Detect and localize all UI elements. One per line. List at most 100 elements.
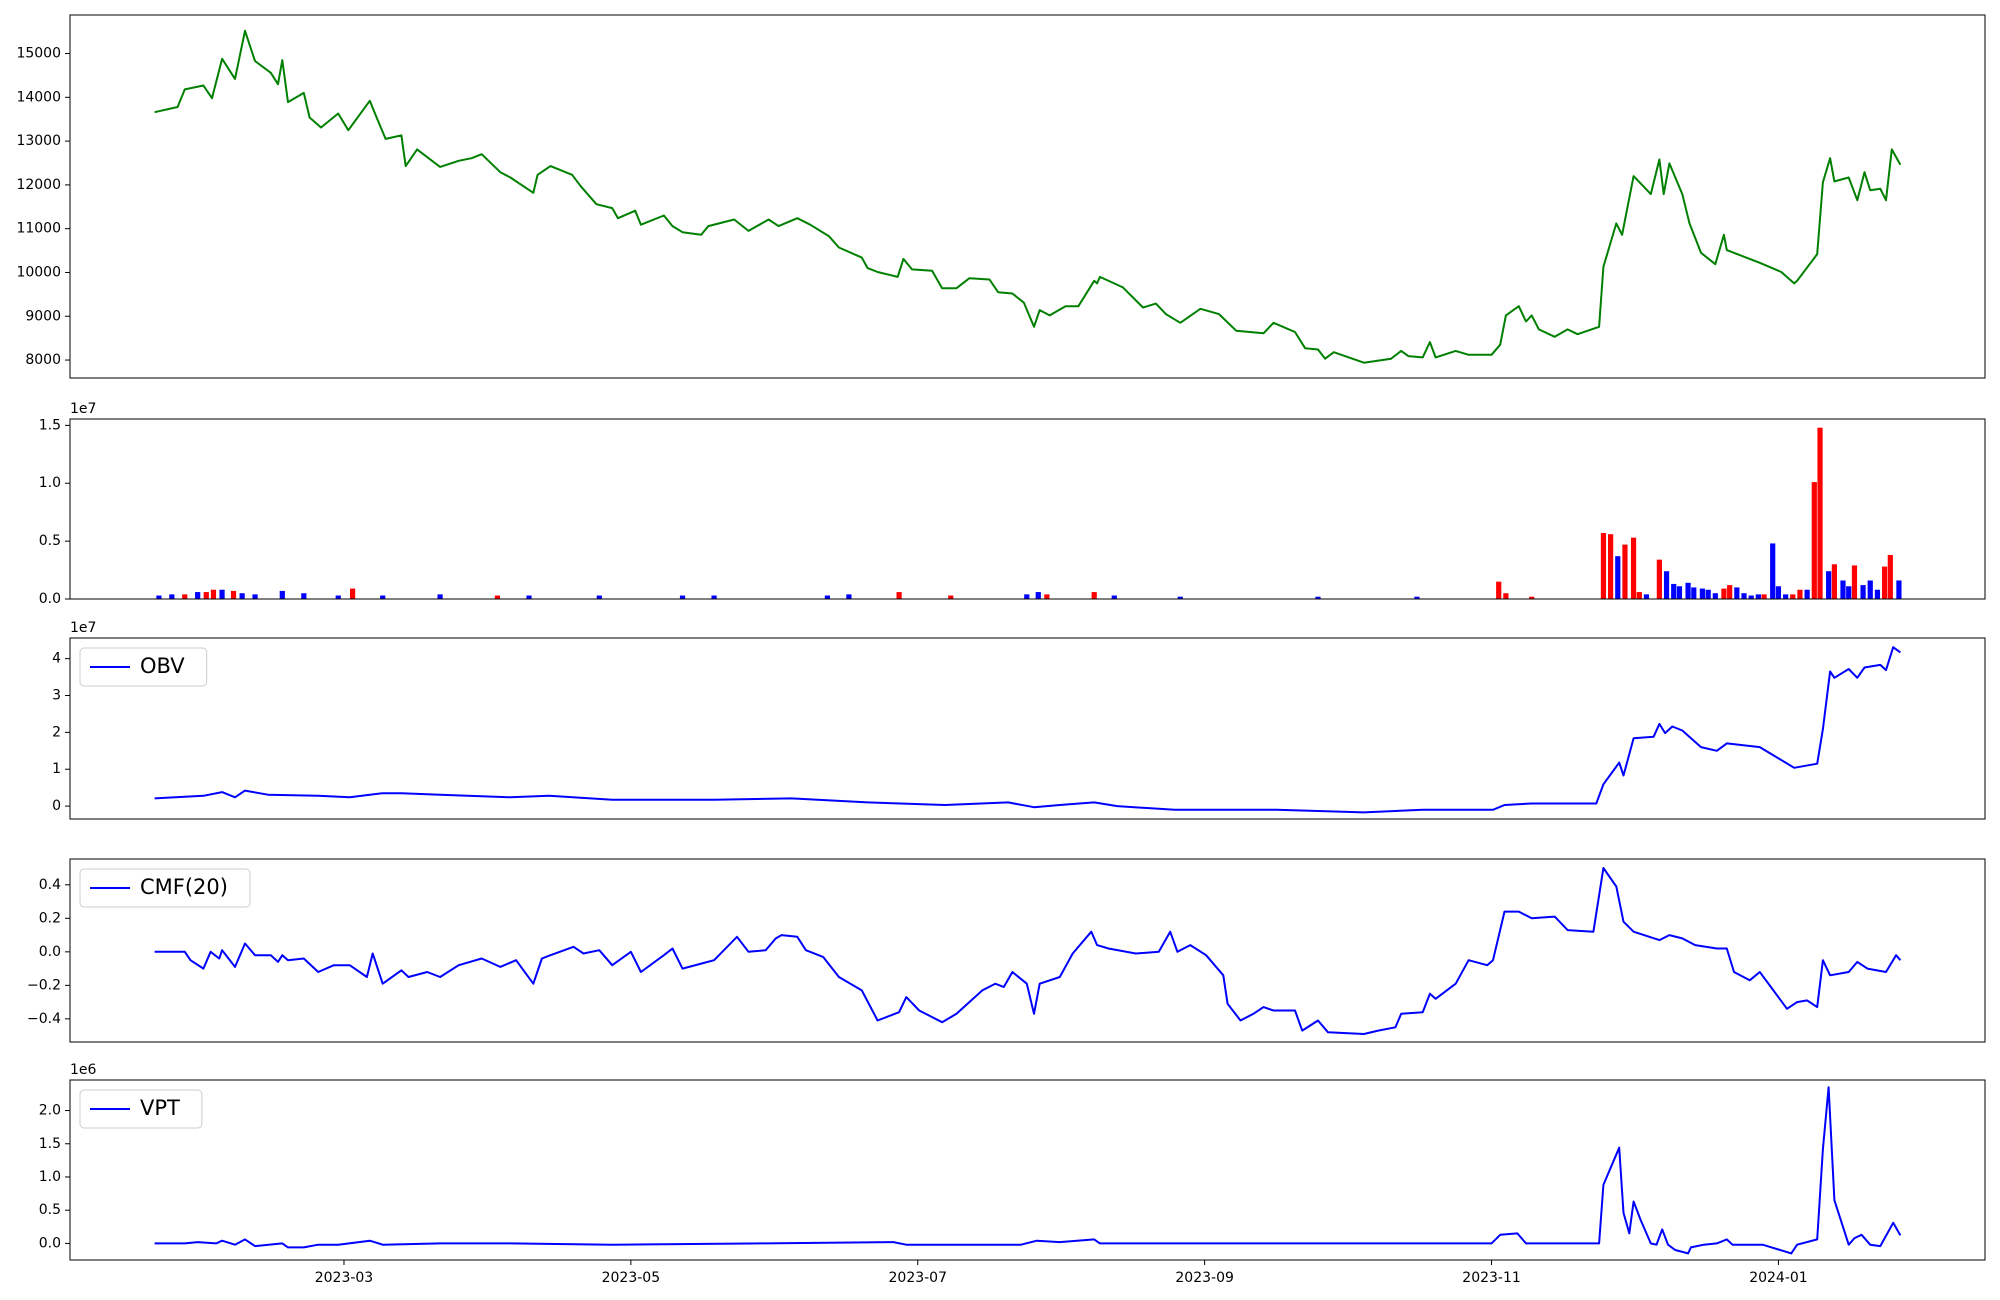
bar <box>1529 596 1535 599</box>
bar <box>679 595 686 599</box>
bar <box>195 592 201 599</box>
bar <box>210 589 217 599</box>
legend-label: VPT <box>140 1096 180 1120</box>
bar <box>1846 586 1852 599</box>
y-tick-label: 0.5 <box>39 533 61 549</box>
axis-offset-label: 1e6 <box>70 1062 97 1078</box>
bar <box>1887 555 1893 599</box>
bar <box>1817 427 1823 599</box>
bar <box>1503 593 1509 599</box>
bar <box>711 595 717 599</box>
bar <box>1699 588 1706 599</box>
bar <box>1414 596 1420 599</box>
y-tick-label: −0.2 <box>27 977 61 993</box>
bar <box>335 595 341 599</box>
axes-frame <box>69 858 1986 1043</box>
bar <box>182 594 188 599</box>
bar <box>219 589 225 599</box>
bar <box>1600 533 1607 599</box>
bar <box>1826 571 1832 599</box>
bar <box>252 594 258 599</box>
legend: OBV <box>79 647 208 687</box>
bar <box>301 593 307 599</box>
x-tick-label: 2024-01 <box>1749 1270 1808 1286</box>
y-tick-label: 4 <box>52 651 61 667</box>
legend: VPT <box>79 1089 203 1129</box>
legend-box <box>79 647 208 687</box>
y-tick-label: 3 <box>52 688 61 704</box>
bar <box>230 590 237 599</box>
x-tick-label: 2023-09 <box>1175 1270 1234 1286</box>
bar <box>1783 594 1789 599</box>
bar <box>1622 544 1628 599</box>
y-tick-label: 13000 <box>16 133 61 149</box>
y-tick-label: 2 <box>52 724 61 740</box>
bar <box>1881 566 1888 599</box>
series-line <box>154 29 1902 364</box>
bar <box>1691 587 1697 599</box>
series-line <box>154 867 1902 1035</box>
legend: CMF(20) <box>79 868 251 908</box>
bar <box>239 593 245 599</box>
y-tick-label: 0.5 <box>39 1202 61 1218</box>
series-line <box>154 1086 1902 1255</box>
bar <box>1840 580 1846 599</box>
y-tick-label: 15000 <box>16 46 61 62</box>
y-tick-label: 12000 <box>16 177 61 193</box>
bar <box>1741 593 1747 599</box>
y-tick-label: 0.0 <box>39 944 61 960</box>
y-tick-label: 0.0 <box>39 591 61 607</box>
panel: 0.0 0.5 1.0 1.5 2.0 2023-03 2023-05 2023-07 2023… <box>39 1062 1986 1286</box>
bar <box>494 595 501 599</box>
bar <box>596 595 602 599</box>
axis-offset-label: 1e7 <box>70 401 96 417</box>
bar <box>1705 589 1711 599</box>
y-tick-label: 0 <box>52 798 61 814</box>
bar <box>896 592 902 599</box>
y-tick-label: 2.0 <box>39 1103 61 1119</box>
bar <box>1671 583 1677 599</box>
bar <box>1035 592 1041 599</box>
panel: −0.4 −0.2 0.0 0.2 0.4 CMF(20) <box>27 858 1986 1043</box>
x-tick-label: 2023-07 <box>889 1270 948 1286</box>
panel: 0.0 0.5 1.0 1.5 1e7 <box>39 401 1986 607</box>
axes-frame <box>69 1079 1986 1261</box>
y-tick-label: 11000 <box>16 221 61 237</box>
panel: 0 1 2 3 4 1e7 OBV <box>52 620 1986 820</box>
bar <box>1676 586 1683 599</box>
bar <box>203 592 209 599</box>
bar <box>1811 482 1817 599</box>
y-tick-label: 10000 <box>16 264 61 280</box>
bar <box>1860 585 1866 599</box>
x-tick-label: 2023-03 <box>315 1270 374 1286</box>
x-tick-label: 2023-11 <box>1462 1270 1521 1286</box>
bar <box>1761 594 1767 599</box>
y-tick-label: 0.2 <box>39 910 61 926</box>
bar <box>1770 543 1776 599</box>
bar <box>1608 534 1614 599</box>
bar <box>1663 571 1670 599</box>
bar <box>1615 556 1621 599</box>
bar <box>1656 559 1662 599</box>
y-tick-label: 1.0 <box>39 1169 61 1185</box>
bar <box>1797 589 1803 599</box>
bar <box>279 590 285 599</box>
bar <box>1755 594 1761 599</box>
bar <box>1804 589 1810 599</box>
bar <box>1636 592 1642 599</box>
bar <box>1721 588 1727 599</box>
bar <box>824 595 830 599</box>
axes-frame <box>69 418 1986 600</box>
y-tick-label: 14000 <box>16 89 61 105</box>
bar <box>1091 592 1097 599</box>
y-tick-label: 1 <box>52 761 61 777</box>
bar <box>1831 564 1837 599</box>
bar <box>1643 594 1650 599</box>
bar <box>156 595 162 599</box>
legend-label: OBV <box>140 654 185 678</box>
bar <box>349 588 356 599</box>
y-tick-label: 8000 <box>25 352 61 368</box>
legend-box <box>79 1089 203 1129</box>
